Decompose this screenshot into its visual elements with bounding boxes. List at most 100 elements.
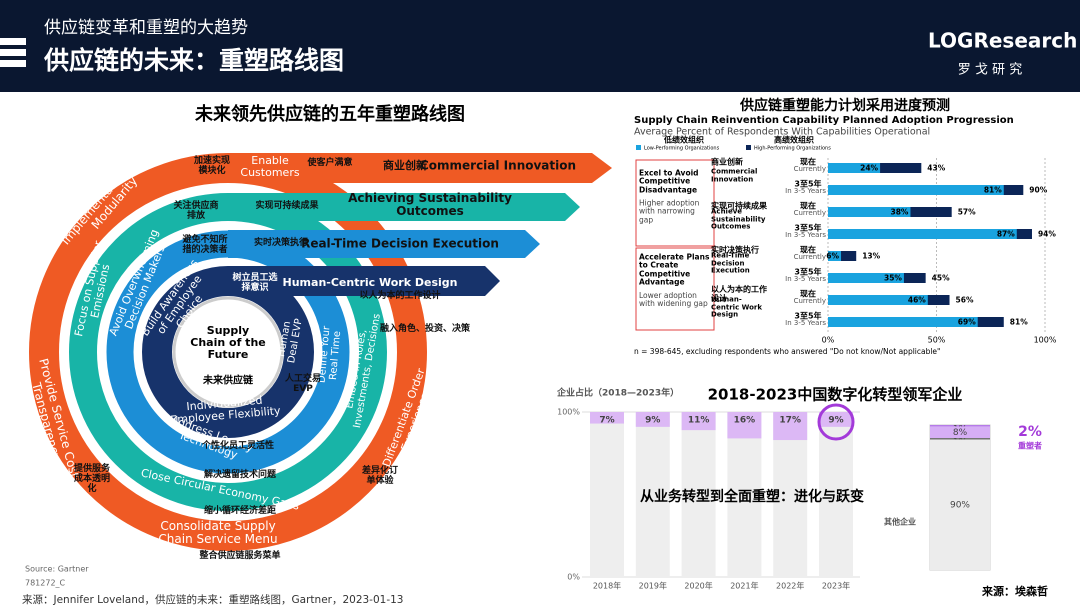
y-tick-label: In 3-5 Years (785, 231, 826, 239)
diagram-label: 树立员工选择意识 (232, 273, 278, 293)
bar (635, 412, 670, 427)
y-tick-label: Currently (794, 253, 826, 261)
chart-subtitle: Supply Chain Reinvention Capability Plan… (634, 115, 1014, 126)
value-label: 13% (862, 252, 880, 261)
diagram-label: 解决遗留技术问题 (203, 470, 276, 481)
x-tick-label: 2022年 (776, 581, 804, 591)
y-tick-label: Currently (794, 209, 826, 217)
diagram-label: 差异化订单体验 (361, 466, 398, 486)
stripe (0, 49, 26, 56)
value-label: 57% (958, 208, 976, 217)
segment-label: 90% (950, 500, 970, 510)
value-label: 9% (828, 416, 843, 426)
diagram-label: 商业创新 (383, 158, 427, 172)
diagram-label: Human-Centric Work Design (282, 275, 458, 289)
x-tick-label: 2021年 (730, 581, 758, 591)
bar (828, 251, 857, 261)
y-tick-label: Currently (794, 297, 826, 305)
x-tick-label: 2023年 (822, 581, 850, 591)
group-label: Real-Time Decision Execution (711, 251, 750, 275)
diagram-label: Real-Time Decision Execution (301, 236, 499, 251)
value-label: 90% (1029, 186, 1047, 195)
footer-source: Source: Gartner (25, 565, 89, 574)
bar (828, 251, 842, 261)
group-label-cn: 实时决策执行 (711, 245, 759, 255)
legend-swatch (636, 145, 641, 150)
section-title: Accelerate Plans to Create Competitive A… (639, 252, 710, 287)
source: 来源：埃森哲 (981, 584, 1048, 598)
diagram-label: 加速实现模块化 (193, 156, 230, 176)
value-label: 9% (645, 416, 660, 426)
value-label: 46% (908, 296, 926, 305)
y-tick-label-cn: 3至5年 (794, 179, 821, 189)
group-label: Achieve Sustainability Outcomes (711, 207, 766, 231)
bar (828, 207, 911, 217)
y-tick-label-cn: 3至5年 (794, 311, 821, 321)
y-tick-label: In 3-5 Years (785, 187, 826, 195)
center-label-cn: 未来供应链 (203, 375, 253, 387)
callout-label: 重塑者 (1018, 441, 1042, 451)
value-label: 45% (932, 274, 950, 283)
diagram-title: 未来领先供应链的五年重塑路线图 (195, 103, 465, 125)
bar-background (635, 412, 670, 577)
bar (828, 317, 978, 327)
group-label-cn: 商业创新 (711, 157, 743, 167)
group-label: Human-Centric Work Design (711, 295, 763, 319)
bar (773, 412, 808, 441)
value-label: 94% (1038, 230, 1056, 239)
y-tick-label: 0% (567, 573, 580, 582)
chart-subtitle: Average Percent of Respondents With Capa… (634, 127, 930, 138)
value-label: 6% (826, 252, 839, 261)
highlight (817, 403, 855, 441)
bar (590, 412, 624, 424)
segment (930, 425, 990, 427)
section-title: Excel to Avoid Competitive Disadvantage (639, 168, 699, 195)
section-box (635, 247, 715, 331)
segment-label: 8% (953, 428, 968, 438)
bar (828, 273, 904, 283)
diagram-label: Enable Customers (240, 153, 300, 179)
y-tick-label-cn: 现在 (800, 245, 816, 255)
value-label: 11% (688, 416, 710, 426)
group-label-cn: 以人为本的工作设计 (711, 285, 767, 303)
group-label-cn: 实现可持续成果 (711, 201, 767, 211)
y-tick-label: Currently (794, 165, 826, 173)
footer-code: 781272_C (25, 579, 66, 588)
diagram-label: Consolidate Supply Chain Service Menu (158, 518, 278, 546)
bar (819, 412, 853, 427)
chart-title: 2018-2023中国数字化转型领军企业 (708, 386, 963, 404)
band (228, 193, 580, 221)
bar (828, 185, 1004, 195)
header-title: 供应链的未来：重塑路线图 (43, 46, 344, 75)
x-tick-label: 2018年 (593, 581, 621, 591)
y-tick-label-cn: 现在 (800, 157, 816, 167)
value-label: 69% (958, 318, 976, 327)
value-label: 38% (891, 208, 909, 217)
legend-label-cn: 高绩效组织 (774, 135, 814, 145)
diagram-label: Commercial Innovation (419, 158, 577, 173)
x-tick-label: 2019年 (639, 581, 667, 591)
value-label: 7% (599, 416, 614, 426)
bar (828, 229, 1017, 239)
diagram-label: 关注供应商排放 (173, 201, 219, 221)
legend-swatch (746, 145, 751, 150)
diagram-label: 避免不知所措的决策者 (182, 235, 228, 255)
bar (828, 295, 928, 305)
bar-background (681, 412, 716, 577)
segment (930, 438, 990, 440)
diagram-label: 使客户满意 (307, 158, 353, 169)
diagram-label: 个性化员工灵活性 (201, 441, 274, 452)
diagram-label: 提供服务成本透明化 (73, 464, 110, 494)
bar (727, 412, 762, 439)
y-tick-label-cn: 现在 (800, 289, 816, 299)
legend-label-cn: 低绩效组织 (663, 135, 704, 145)
legend-label: Low-Performing Organizations (644, 146, 720, 152)
rings (29, 153, 612, 551)
diagram-label: 实现可持续成果 (255, 201, 319, 212)
header-subtitle: 供应链变革和重塑的大趋势 (44, 18, 248, 38)
band (228, 153, 612, 183)
diagram-label: 人工交易EVP (284, 374, 321, 394)
value-label: 43% (927, 164, 945, 173)
